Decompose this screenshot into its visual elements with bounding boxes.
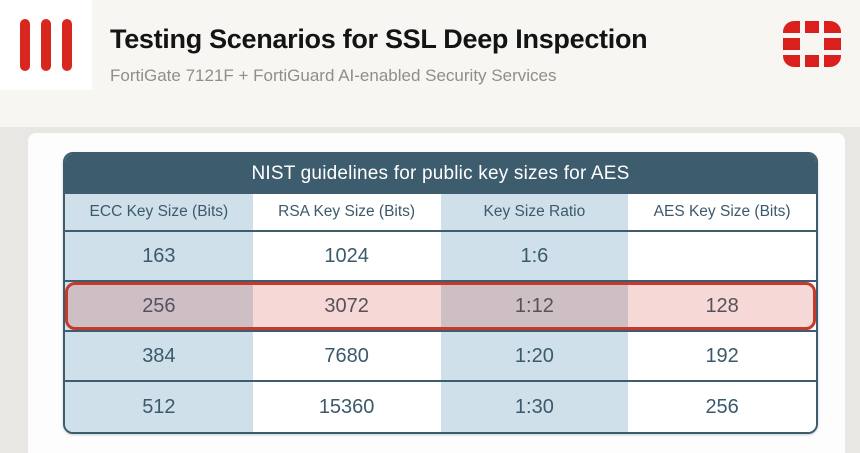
cell-ecc: 384 bbox=[65, 332, 253, 380]
gate-segment bbox=[783, 21, 800, 33]
gate-segment bbox=[824, 21, 841, 33]
red-bar-icon bbox=[62, 19, 72, 71]
gate-gap bbox=[805, 38, 819, 50]
red-bar-icon bbox=[20, 19, 30, 71]
cell-ecc: 512 bbox=[65, 382, 253, 432]
gate-segment bbox=[805, 21, 819, 33]
column-header-aes: AES Key Size (Bits) bbox=[628, 194, 816, 230]
gate-segment bbox=[783, 38, 800, 50]
header-band: Testing Scenarios for SSL Deep Inspectio… bbox=[0, 0, 860, 127]
red-bar-icon bbox=[41, 19, 51, 71]
cell-rsa: 3072 bbox=[252, 282, 441, 330]
table-row: 384 7680 1:20 192 bbox=[65, 332, 816, 382]
content-card: NIST guidelines for public key sizes for… bbox=[28, 133, 845, 453]
cell-ratio: 1:12 bbox=[440, 282, 629, 330]
nist-key-size-table: NIST guidelines for public key sizes for… bbox=[63, 152, 818, 434]
table-title: NIST guidelines for public key sizes for… bbox=[65, 154, 816, 194]
cell-aes bbox=[628, 232, 816, 280]
gate-segment bbox=[824, 38, 841, 50]
cell-aes: 128 bbox=[628, 282, 816, 330]
cell-rsa: 15360 bbox=[252, 382, 441, 432]
column-header-rsa: RSA Key Size (Bits) bbox=[252, 194, 441, 230]
cell-ratio: 1:30 bbox=[440, 382, 629, 432]
brand-logo-tile bbox=[0, 0, 92, 90]
column-header-ratio: Key Size Ratio bbox=[440, 194, 629, 230]
cell-ratio: 1:6 bbox=[440, 232, 629, 280]
cell-ecc: 163 bbox=[65, 232, 253, 280]
page-subtitle: FortiGate 7121F + FortiGuard AI-enabled … bbox=[110, 66, 557, 85]
gate-segment bbox=[824, 55, 841, 67]
fortinet-gate-icon bbox=[783, 21, 841, 67]
table-header-row: ECC Key Size (Bits) RSA Key Size (Bits) … bbox=[65, 194, 816, 232]
table-row: 163 1024 1:6 bbox=[65, 232, 816, 282]
gate-segment bbox=[783, 55, 800, 67]
page-title: Testing Scenarios for SSL Deep Inspectio… bbox=[110, 24, 648, 54]
cell-rsa: 7680 bbox=[252, 332, 441, 380]
cell-ratio: 1:20 bbox=[440, 332, 629, 380]
table-row: 512 15360 1:30 256 bbox=[65, 382, 816, 432]
cell-aes: 192 bbox=[628, 332, 816, 380]
cell-ecc: 256 bbox=[65, 282, 253, 330]
gate-segment bbox=[805, 55, 819, 67]
title-block: Testing Scenarios for SSL Deep Inspectio… bbox=[110, 24, 648, 86]
cell-aes: 256 bbox=[628, 382, 816, 432]
cell-rsa: 1024 bbox=[252, 232, 441, 280]
column-header-ecc: ECC Key Size (Bits) bbox=[65, 194, 253, 230]
table-row-highlighted: 256 3072 1:12 128 bbox=[65, 282, 816, 332]
